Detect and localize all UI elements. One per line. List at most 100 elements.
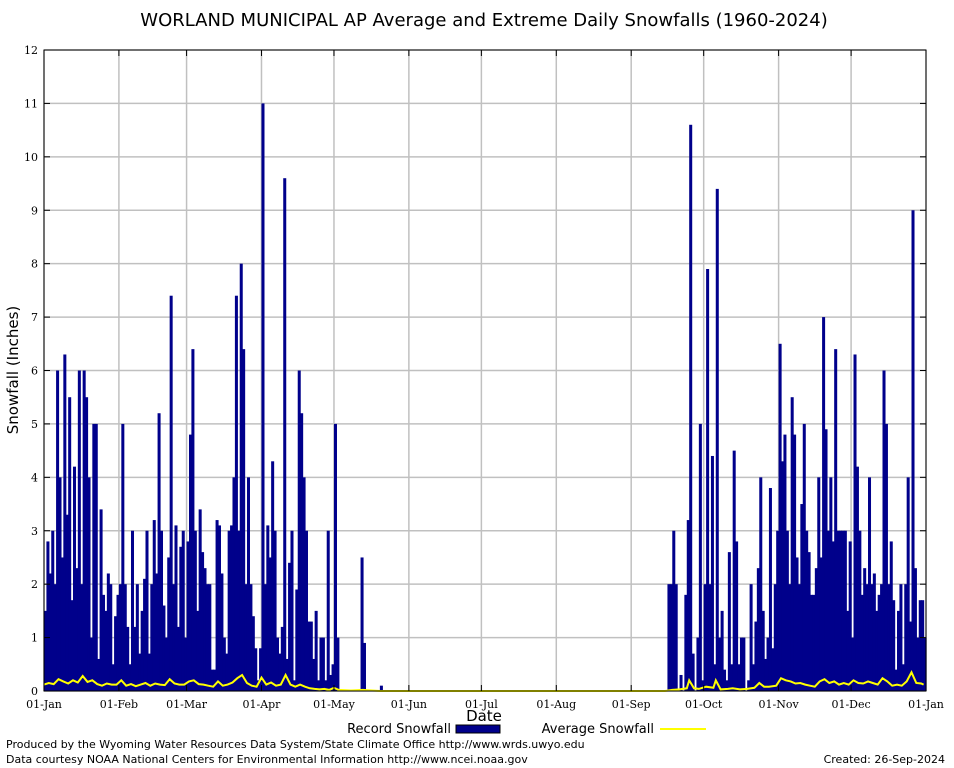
record-bar — [875, 610, 879, 691]
y-tick-label: 3 — [31, 525, 38, 538]
record-bar — [708, 584, 712, 691]
record-bar — [783, 434, 787, 691]
record-bar — [379, 685, 383, 691]
record-bar — [698, 423, 702, 691]
y-tick-label: 6 — [31, 365, 38, 378]
record-bar — [130, 530, 135, 691]
record-bar — [781, 461, 785, 691]
record-bar — [723, 669, 727, 691]
record-bar — [880, 584, 884, 691]
record-bar — [761, 610, 765, 691]
record-bar — [710, 455, 714, 691]
record-bar — [111, 664, 115, 691]
x-tick-label: 01-Aug — [536, 698, 576, 711]
record-bar — [176, 626, 180, 691]
record-bar — [858, 530, 862, 691]
record-bar — [56, 370, 60, 691]
record-bar — [307, 621, 311, 691]
record-bar — [776, 530, 780, 691]
record-bar — [817, 477, 821, 691]
record-bar — [234, 295, 238, 691]
record-bar — [793, 434, 797, 691]
x-tick-label: 01-May — [313, 698, 356, 711]
record-bar — [329, 674, 333, 691]
record-bar — [691, 653, 695, 691]
x-tick-label: 01-Sep — [612, 698, 651, 711]
record-bar — [116, 594, 120, 691]
record-bar — [126, 626, 130, 691]
record-bar — [53, 584, 57, 691]
record-bar — [288, 562, 292, 691]
record-bar — [797, 584, 801, 691]
record-bar — [906, 477, 910, 691]
record-bar — [164, 637, 168, 691]
record-bar — [152, 520, 156, 691]
record-bar — [147, 653, 151, 691]
record-bar — [851, 637, 855, 691]
y-tick-label: 9 — [31, 204, 38, 217]
record-bar — [848, 541, 852, 691]
record-bar — [790, 397, 794, 691]
record-bar — [362, 642, 366, 691]
record-bar — [706, 269, 710, 691]
record-bar — [280, 626, 284, 691]
record-bar — [225, 653, 229, 691]
record-bar — [331, 664, 335, 691]
record-bar — [892, 600, 896, 691]
record-bar — [756, 568, 760, 691]
record-bar — [159, 530, 164, 691]
record-bar — [865, 584, 869, 691]
record-bar — [63, 354, 67, 691]
y-tick-label: 1 — [31, 632, 38, 645]
record-bar — [217, 525, 221, 691]
record-bar — [169, 295, 173, 691]
record-bar — [882, 370, 886, 691]
record-bar — [246, 477, 250, 691]
legend-record-label: Record Snowfall — [347, 722, 451, 737]
record-bar — [336, 637, 340, 691]
record-bar — [114, 616, 118, 691]
record-bar — [106, 573, 110, 691]
record-bar — [135, 584, 139, 691]
record-bar — [795, 557, 799, 691]
record-bar — [904, 584, 908, 691]
record-bar — [251, 616, 255, 691]
record-bar — [771, 648, 775, 691]
record-bar — [843, 530, 847, 691]
record-bar — [872, 573, 876, 691]
record-bar — [75, 568, 79, 691]
x-tick-label: 01-Oct — [685, 698, 723, 711]
record-bar — [138, 653, 142, 691]
record-bar — [800, 504, 804, 691]
record-bar — [275, 637, 279, 691]
record-bar — [672, 530, 676, 691]
record-bar — [841, 530, 845, 691]
x-axis-ticks: 01-Jan 01-Feb 01-Mar 01-Apr 01-May 01-Jun 01-J… — [26, 50, 944, 711]
record-bar — [826, 530, 830, 691]
record-bar — [213, 669, 217, 691]
record-bar — [266, 525, 270, 691]
record-bar — [899, 584, 903, 691]
record-bar — [884, 423, 888, 691]
record-bar — [80, 584, 84, 691]
record-bar — [764, 658, 768, 691]
record-bar — [273, 530, 277, 691]
record-bar — [46, 541, 50, 691]
record-bar — [104, 610, 108, 691]
record-bar — [901, 664, 905, 691]
x-tick-label: 01-Feb — [100, 698, 138, 711]
record-bar — [324, 680, 328, 691]
record-bar — [285, 658, 289, 691]
record-bar — [128, 664, 132, 691]
record-bar — [846, 610, 850, 691]
average-snowfall-line — [43, 670, 925, 692]
record-bar — [150, 584, 154, 691]
record-bar — [855, 466, 859, 691]
record-bar — [829, 477, 833, 691]
record-bar — [309, 621, 313, 691]
record-bar — [824, 429, 828, 691]
record-bar — [123, 584, 127, 691]
y-tick-label: 11 — [24, 97, 38, 110]
record-bar — [674, 584, 678, 691]
legend: Record Snowfall Average Snowfall — [347, 722, 706, 737]
